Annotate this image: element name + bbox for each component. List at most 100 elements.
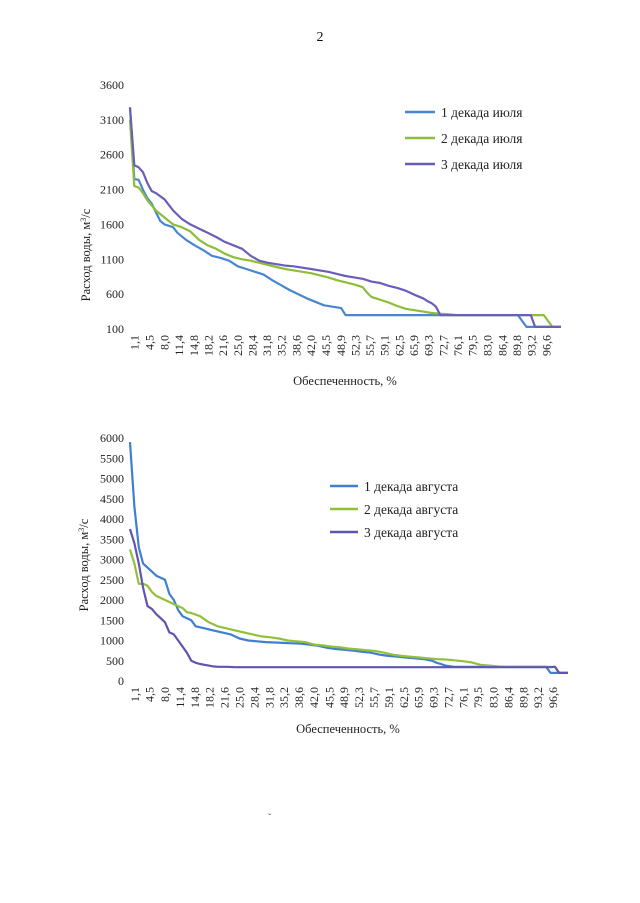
series-group — [128, 107, 561, 328]
y-axis-title: Расход воды, м3/с — [77, 518, 92, 611]
x-tick-label: 14,8 — [188, 687, 202, 708]
y-tick-label: 1600 — [100, 217, 124, 231]
x-tick-label: 31,8 — [262, 687, 276, 708]
legend: 1 декада июля 2 декада июля 3 декада июля — [405, 105, 523, 172]
x-tick-label: 11,4 — [172, 335, 186, 356]
x-tick-label: 21,6 — [218, 687, 232, 708]
x-tick-label: 35,2 — [277, 687, 291, 708]
series-group — [128, 442, 568, 674]
y-tick-label: 1000 — [100, 634, 124, 648]
y-tick-label: 3500 — [100, 532, 124, 546]
x-tick-label: 42,0 — [307, 687, 321, 708]
x-tick-label: 8,0 — [158, 687, 172, 702]
x-tick-label: 38,6 — [289, 335, 303, 356]
x-tick-label: 59,1 — [382, 687, 396, 708]
stray-mark: ˇ — [268, 813, 272, 824]
y-tick-label: 1100 — [100, 252, 124, 266]
y-tick-label: 2600 — [100, 148, 124, 162]
x-tick-label: 18,2 — [201, 335, 215, 356]
x-tick-label: 83,0 — [481, 335, 495, 356]
page-number: 2 — [316, 30, 324, 45]
y-axis-ticks: 100 600 1100 1600 2100 2600 3100 3600 — [100, 78, 124, 336]
x-tick-label: 28,4 — [245, 335, 259, 356]
x-tick-label: 52,3 — [352, 687, 366, 708]
y-tick-label: 100 — [106, 322, 124, 336]
x-tick-label: 35,2 — [275, 335, 289, 356]
x-tick-label: 42,0 — [304, 335, 318, 356]
y-tick-label: 5000 — [100, 472, 124, 486]
y-tick-label: 2500 — [100, 573, 124, 587]
series-line-3 — [128, 107, 561, 328]
x-axis-ticks: 1,1 4,5 8,0 11,4 14,8 18,2 21,6 25,0 28,4 31,8 35,… — [128, 335, 554, 356]
x-tick-label: 79,5 — [471, 687, 485, 708]
y-tick-label: 3600 — [100, 78, 124, 92]
legend-label-3: 3 декада августа — [364, 525, 458, 540]
y-tick-label: 6000 — [100, 431, 124, 445]
x-tick-label: 89,8 — [510, 335, 524, 356]
legend: 1 декада августа 2 декада августа 3 декада… — [330, 479, 458, 540]
x-tick-label: 86,4 — [495, 335, 509, 356]
y-axis-title: Расход воды, м3/с — [79, 208, 94, 301]
y-tick-label: 2100 — [100, 183, 124, 197]
x-tick-label: 76,1 — [456, 687, 470, 708]
y-tick-label: 3100 — [100, 113, 124, 127]
x-tick-label: 55,7 — [363, 335, 377, 356]
x-tick-label: 45,5 — [319, 335, 333, 356]
x-tick-label: 86,4 — [501, 687, 515, 708]
x-tick-label: 69,3 — [422, 335, 436, 356]
x-tick-label: 96,6 — [546, 687, 560, 708]
x-tick-label: 4,5 — [142, 335, 156, 350]
x-tick-label: 4,5 — [143, 687, 157, 702]
y-tick-label: 5500 — [100, 451, 124, 465]
x-tick-label: 55,7 — [367, 687, 381, 708]
x-tick-label: 76,1 — [451, 335, 465, 356]
y-tick-label: 500 — [106, 654, 124, 668]
series-line-1 — [128, 442, 568, 674]
x-tick-label: 72,7 — [441, 687, 455, 708]
series-line-2 — [128, 119, 561, 328]
x-axis-title: Обеспеченность, % — [296, 722, 400, 736]
x-tick-label: 79,5 — [466, 335, 480, 356]
x-tick-label: 21,6 — [216, 335, 230, 356]
x-tick-label: 45,5 — [322, 687, 336, 708]
legend-label-1: 1 декада августа — [364, 479, 458, 494]
x-tick-label: 25,0 — [233, 687, 247, 708]
x-tick-label: 72,7 — [436, 335, 450, 356]
x-tick-label: 1,1 — [128, 687, 142, 702]
x-tick-label: 1,1 — [128, 335, 142, 350]
x-tick-label: 38,6 — [292, 687, 306, 708]
legend-label-2: 2 декада августа — [364, 502, 458, 517]
chart-july: 100 600 1100 1600 2100 2600 3100 3600 1,1 4,5 8,0… — [79, 78, 561, 388]
x-tick-label: 93,2 — [531, 687, 545, 708]
x-tick-label: 52,3 — [348, 335, 362, 356]
x-axis-title: Обеспеченность, % — [293, 374, 397, 388]
y-tick-label: 600 — [106, 287, 124, 301]
x-tick-label: 48,9 — [334, 335, 348, 356]
x-tick-label: 28,4 — [247, 687, 261, 708]
y-tick-label: 4000 — [100, 512, 124, 526]
series-line-3 — [128, 528, 568, 674]
x-tick-label: 18,2 — [203, 687, 217, 708]
y-tick-label: 1500 — [100, 613, 124, 627]
x-tick-label: 31,8 — [260, 335, 274, 356]
x-tick-label: 89,8 — [516, 687, 530, 708]
y-axis-ticks: 0 500 1000 1500 2000 2500 3000 3500 4000 4500 5000… — [100, 431, 124, 688]
chart-august: 0 500 1000 1500 2000 2500 3000 3500 4000 4500 5000… — [77, 431, 568, 736]
x-tick-label: 69,3 — [427, 687, 441, 708]
y-tick-label: 3000 — [100, 553, 124, 567]
x-tick-label: 48,9 — [337, 687, 351, 708]
x-tick-label: 62,5 — [392, 335, 406, 356]
legend-label-3: 3 декада июля — [441, 157, 523, 172]
x-tick-label: 65,9 — [407, 335, 421, 356]
legend-label-1: 1 декада июля — [441, 105, 523, 120]
x-tick-label: 59,1 — [378, 335, 392, 356]
x-tick-label: 8,0 — [157, 335, 171, 350]
y-tick-label: 0 — [118, 674, 124, 688]
x-tick-label: 25,0 — [231, 335, 245, 356]
x-tick-label: 11,4 — [173, 687, 187, 708]
x-tick-label: 96,6 — [539, 335, 553, 356]
x-tick-label: 14,8 — [187, 335, 201, 356]
x-axis-ticks: 1,1 4,5 8,0 11,4 14,8 18,2 21,6 25,0 28,4 31,8 35,… — [128, 687, 560, 708]
x-tick-label: 93,2 — [525, 335, 539, 356]
y-tick-label: 2000 — [100, 593, 124, 607]
